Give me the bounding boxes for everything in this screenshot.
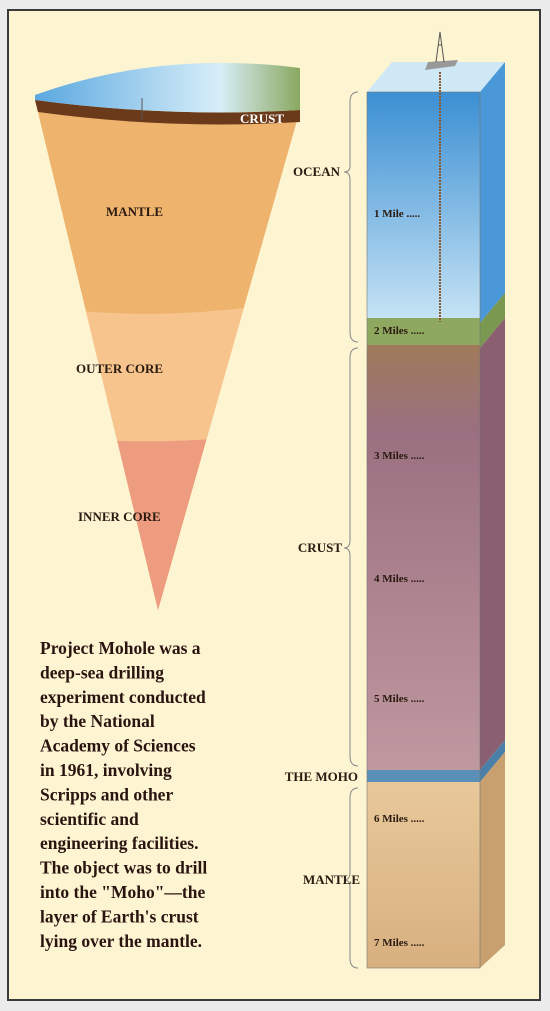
depth-label: 4 Miles ..... xyxy=(374,573,425,585)
caption-line: Academy of Sciences xyxy=(40,736,196,756)
caption-line: in 1961, involving xyxy=(40,760,172,780)
caption-line: deep-sea drilling xyxy=(40,662,164,682)
caption-line: engineering facilities. xyxy=(40,833,198,853)
caption-line: Project Mohole was a xyxy=(40,638,201,658)
depth-label: 1 Mile ..... xyxy=(374,208,420,220)
column-label: CRUST xyxy=(298,540,342,555)
depth-label: 2 Miles ..... xyxy=(374,325,425,337)
drill-column xyxy=(367,32,505,968)
cone-label: OUTER CORE xyxy=(76,361,163,376)
cone-label: INNER CORE xyxy=(78,509,161,524)
depth-label: 5 Miles ..... xyxy=(374,693,425,705)
caption-line: The object was to drill xyxy=(40,858,207,878)
caption-line: scientific and xyxy=(40,809,139,829)
column-label: OCEAN xyxy=(293,164,341,179)
illustration: CRUST MANTLE OUTER CORE INNER CORE OCEAN… xyxy=(0,0,550,1011)
caption-line: layer of Earth's crust xyxy=(40,906,199,926)
caption-line: lying over the mantle. xyxy=(40,931,202,951)
depth-label: 3 Miles ..... xyxy=(374,450,425,462)
column-label: MANTLE xyxy=(303,872,360,887)
caption-line: Scripps and other xyxy=(40,784,173,804)
cone-label: CRUST xyxy=(240,111,284,126)
depth-label: 7 Miles ..... xyxy=(374,937,425,949)
caption-line: experiment conducted xyxy=(40,687,206,707)
caption-line: by the National xyxy=(40,711,155,731)
column-label: THE MOHO xyxy=(285,769,358,784)
depth-label: 6 Miles ..... xyxy=(374,813,425,825)
caption-line: into the "Moho"—the xyxy=(40,882,205,902)
cone-label: MANTLE xyxy=(106,204,163,219)
